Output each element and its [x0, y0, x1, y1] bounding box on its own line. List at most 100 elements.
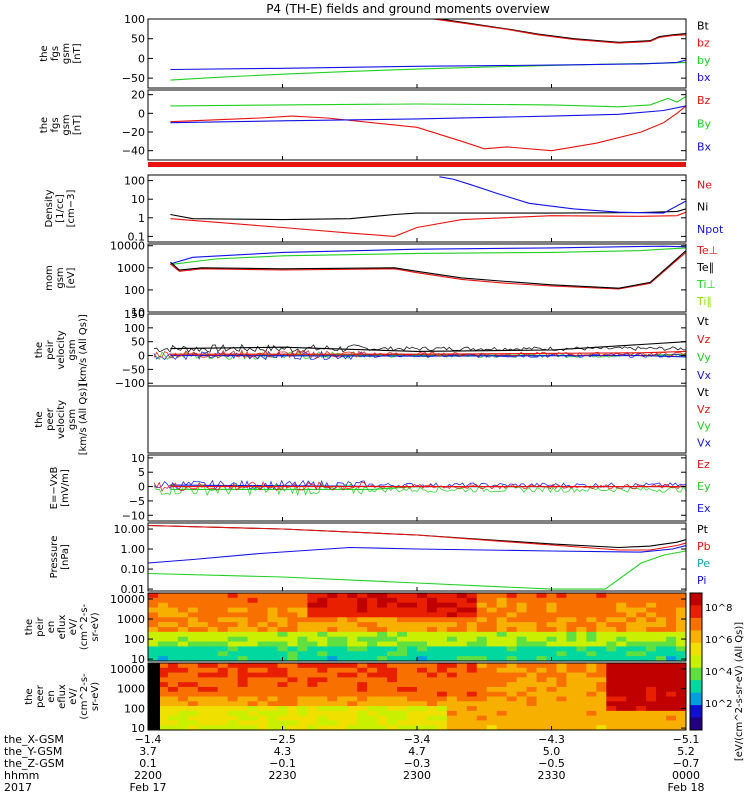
spectrogram-cell [506, 720, 518, 726]
spectrogram-cell [426, 677, 438, 683]
spectrogram-cell [227, 715, 239, 722]
spectrogram-cell [337, 631, 348, 638]
spectrogram-cell [526, 715, 538, 722]
spectrogram-cell [616, 725, 627, 730]
spectrogram-cell [357, 651, 368, 657]
spectrogram-cell [307, 602, 318, 609]
spectrogram-cell [157, 646, 169, 652]
spectrogram-cell [476, 715, 488, 722]
spectrogram-cell [496, 641, 508, 648]
spectrogram-cell [616, 696, 627, 702]
spectrogram-cell [317, 602, 328, 609]
x-tick-label: −2.5 [269, 733, 296, 746]
spectrogram-cell [636, 720, 647, 726]
spectrogram-cell [227, 677, 239, 683]
spectrogram-cell [606, 691, 617, 698]
spectrogram-cell [247, 612, 259, 618]
spectrogram-cell [317, 636, 328, 643]
spectrogram-cell [237, 667, 249, 674]
spectrogram-cell [307, 706, 318, 712]
spectrogram-cell [317, 631, 328, 638]
spectrogram-cell [417, 686, 428, 693]
spectrogram-cell [676, 682, 686, 688]
spectrogram-cell [247, 672, 259, 678]
spectrogram-cell [466, 677, 478, 683]
spectrogram-cell [267, 627, 279, 633]
spectrogram-cell [267, 672, 279, 678]
spectrogram-cell [287, 646, 299, 652]
spectrogram-cell [576, 607, 587, 614]
spectrogram-cell [476, 612, 488, 618]
spectrogram-cell [277, 641, 289, 648]
spectrogram-cell [337, 696, 348, 702]
spectrogram-cell [347, 612, 358, 618]
spectrogram-cell [436, 617, 448, 623]
series-noise-blue [153, 350, 686, 361]
spectrogram-cell [556, 691, 568, 698]
spectrogram-cell [596, 725, 607, 730]
spectrogram-cell [317, 715, 328, 722]
x-tick-label: Feb 17 [130, 781, 167, 794]
spectrogram-cell [426, 672, 438, 678]
spectrogram-cell [586, 686, 597, 693]
spectrogram-cell [217, 672, 229, 678]
spectrogram-cell [407, 715, 418, 722]
spectrogram-cell [536, 636, 548, 643]
spectrogram-cell [586, 631, 597, 638]
spectrogram-cell [556, 715, 568, 722]
spectrogram-cell [606, 715, 617, 722]
spectrogram-cell [626, 696, 637, 702]
spectrogram-cell [446, 682, 458, 688]
spectrogram-cell [257, 627, 269, 633]
spectrogram-cell [197, 667, 209, 674]
spectrogram-cell [546, 597, 558, 604]
spectrogram-cell [287, 706, 299, 712]
spectrogram-cell [646, 607, 657, 614]
spectrogram-cell [397, 667, 408, 674]
spectrogram-cell [436, 612, 448, 618]
spectrogram-cell [207, 710, 219, 717]
spectrogram-cell [177, 612, 189, 618]
spectrogram-cell [327, 593, 338, 599]
spectrogram-cell [367, 622, 378, 628]
spectrogram-cell [367, 656, 378, 661]
spectrogram-cell [148, 597, 159, 604]
spectrogram-cell [177, 631, 189, 638]
spectrogram-cell [167, 672, 179, 678]
spectrogram-cell [187, 651, 199, 657]
spectrogram-cell [237, 720, 249, 726]
spectrogram-cell [237, 663, 249, 669]
spectrogram-cell [646, 715, 657, 722]
spectrogram-cell [167, 715, 179, 722]
spectrogram-cell [466, 691, 478, 698]
spectrogram-cell [436, 602, 448, 609]
spectrogram-cell [417, 622, 428, 628]
spectrogram-cell [397, 656, 408, 661]
spectrogram-cell [476, 641, 488, 648]
spectrogram-cell [676, 663, 686, 669]
spectrogram-cell [626, 597, 637, 604]
spectrogram-cell [407, 646, 418, 652]
panel-lines [153, 479, 686, 497]
y-axis-label: mom [44, 265, 55, 291]
spectrogram-cell [426, 612, 438, 618]
spectrogram-cell [536, 677, 548, 683]
spectrogram-cell [506, 701, 518, 707]
spectrogram-cell [546, 686, 558, 693]
x-tick-label: −0.3 [404, 757, 431, 770]
spectrogram-cell [367, 641, 378, 648]
spectrogram-cell [227, 617, 239, 623]
spectrogram-cell [556, 710, 568, 717]
spectrogram-cell [516, 656, 528, 661]
series-line-red [148, 524, 686, 551]
spectrogram-cell [397, 686, 408, 693]
x-tick-label: 0.1 [139, 757, 157, 770]
spectrogram-cell [466, 682, 478, 688]
spectrogram-cell [536, 593, 548, 599]
spectrogram-cell [197, 663, 209, 669]
spectrogram-cell [317, 663, 328, 669]
spectrogram-cell [566, 597, 578, 604]
spectrogram-cell [207, 646, 219, 652]
